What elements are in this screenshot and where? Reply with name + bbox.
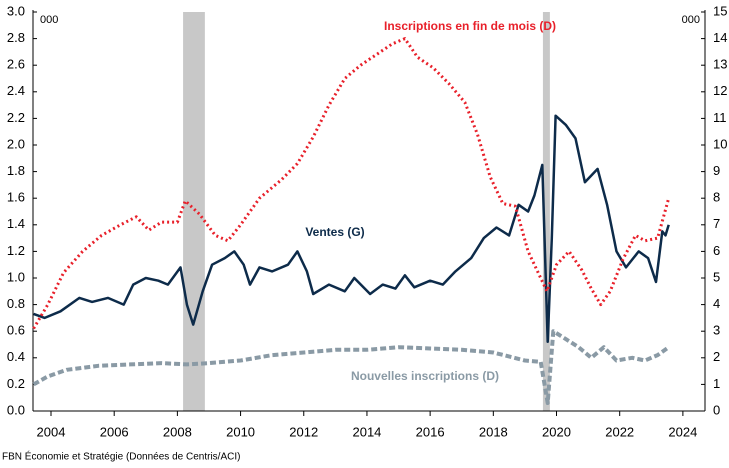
y-tick-label: 0.8 — [7, 296, 25, 311]
y2-tick-label: 9 — [713, 163, 720, 178]
y-tick-label: 1.8 — [7, 163, 25, 178]
y-tick-label: 2.0 — [7, 136, 25, 151]
y-tick-label: 0.0 — [7, 402, 25, 417]
y2-tick-label: 8 — [713, 190, 720, 205]
series-line — [33, 114, 670, 344]
x-tick-label: 2014 — [352, 424, 381, 439]
y-tick-label: 3.0 — [7, 3, 25, 18]
x-tick-label: 2012 — [289, 424, 318, 439]
y2-tick-label: 11 — [713, 110, 727, 125]
y-tick-label: 2.2 — [7, 110, 25, 125]
y2-tick-label: 5 — [713, 269, 720, 284]
y-axis-label: 000 — [40, 14, 58, 26]
series-label: Ventes (G) — [305, 225, 364, 239]
x-tick-label: 2006 — [100, 424, 129, 439]
y-tick-label: 1.2 — [7, 243, 25, 258]
y2-tick-label: 4 — [713, 296, 720, 311]
y2-tick-label: 6 — [713, 243, 720, 258]
source: FBN Économie et Stratégie (Données de Ce… — [2, 450, 240, 463]
y-tick-label: 1.4 — [7, 216, 25, 231]
y2-axis-label: 000 — [682, 14, 700, 26]
x-tick-label: 2022 — [605, 424, 634, 439]
y2-tick-label: 12 — [713, 83, 727, 98]
y-tick-label: 1.6 — [7, 190, 25, 205]
y2-tick-label: 2 — [713, 349, 720, 364]
y-tick-label: 0.6 — [7, 323, 25, 338]
y2-tick-label: 15 — [713, 3, 727, 18]
y-tick-label: 1.0 — [7, 269, 25, 284]
y2-tick-label: 10 — [713, 136, 727, 151]
series-line — [32, 329, 670, 405]
y-tick-label: 0.4 — [7, 349, 25, 364]
recession-shade — [183, 12, 205, 411]
y-tick-label: 2.4 — [7, 83, 25, 98]
x-tick-label: 2020 — [542, 424, 571, 439]
recession-shade — [542, 12, 550, 411]
y-tick-label: 2.8 — [7, 30, 25, 45]
y2-tick-label: 13 — [713, 57, 727, 72]
x-tick-label: 2010 — [226, 424, 255, 439]
x-tick-label: 2016 — [416, 424, 445, 439]
y2-tick-label: 14 — [713, 30, 727, 45]
series-line — [32, 37, 671, 330]
y2-tick-label: 7 — [713, 216, 720, 231]
x-tick-label: 2024 — [668, 424, 697, 439]
y2-tick-label: 3 — [713, 323, 720, 338]
x-tick-label: 2018 — [479, 424, 508, 439]
y-tick-label: 0.2 — [7, 376, 25, 391]
y2-tick-label: 1 — [713, 376, 720, 391]
x-tick-label: 2008 — [163, 424, 192, 439]
x-tick-label: 2004 — [37, 424, 66, 439]
series-label: Nouvelles inscriptions (D) — [351, 369, 499, 383]
y-tick-label: 2.6 — [7, 57, 25, 72]
y2-tick-label: 0 — [713, 402, 720, 417]
series-label: Inscriptions en fin de mois (D) — [384, 19, 556, 33]
